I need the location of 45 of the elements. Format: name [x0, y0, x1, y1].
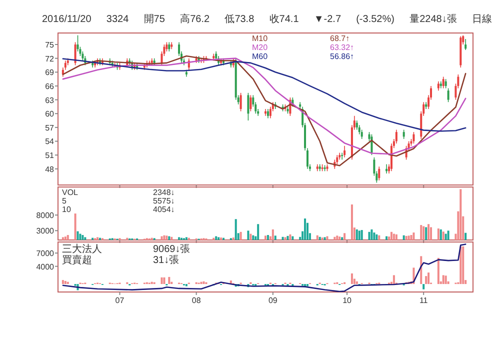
annotation: 買賣超 [62, 254, 92, 266]
text: 高76.2 [180, 13, 210, 25]
annotation: 10 [62, 205, 72, 214]
x-tick-label: 07 [115, 296, 125, 305]
annotation: 4054↓ [153, 205, 175, 214]
y-tick-label: 54 [45, 137, 55, 146]
text: 開75 [144, 14, 166, 25]
annotation: 5 [62, 196, 67, 206]
text: 量2248↓張 [410, 14, 457, 25]
text: 3324 [106, 14, 130, 25]
text: 收74.1 [269, 14, 300, 25]
text: (-3.52%) [356, 14, 394, 25]
x-tick-label: 11 [419, 296, 428, 305]
text: ▼-2.7 [314, 14, 342, 25]
annotation: 56.86↑ [330, 52, 354, 61]
annotation: 三大法人 [62, 243, 102, 255]
annotation: 31↓張 [153, 255, 180, 266]
y-tick-label: 48 [45, 164, 55, 174]
y-tick-label: 69 [45, 68, 55, 78]
annotation: 9069↓張 [153, 244, 190, 255]
annotation: 5575↓ [153, 196, 175, 206]
x-tick-label: 09 [268, 296, 278, 305]
y-tick-label: 8000 [36, 211, 55, 220]
annotation: 63.32↑ [330, 43, 354, 52]
y-tick-label: 4000 [36, 262, 55, 272]
x-tick-label: 08 [192, 296, 202, 305]
y-tick-label: 72 [45, 54, 55, 64]
annotation: VOL [62, 188, 79, 197]
y-tick-label: 75 [45, 40, 55, 50]
series-label: M20 [252, 43, 268, 52]
annotation: 2348↓ [153, 188, 175, 197]
text: 低73.8 [224, 14, 255, 25]
y-tick-label: 57 [45, 123, 55, 132]
text: 日線 [472, 14, 492, 25]
y-tick-label: 63 [45, 96, 55, 105]
annotation: 68.7↑ [330, 34, 350, 43]
series-label: M60 [252, 52, 268, 61]
y-tick-label: 66 [45, 82, 55, 91]
text: 2016/11/20 [42, 14, 92, 25]
x-tick-label: 10 [342, 296, 352, 305]
y-tick-label: 3000 [36, 226, 55, 236]
text: M10 [252, 34, 268, 43]
y-tick-label: 60 [45, 110, 55, 119]
y-tick-label: 7000 [36, 249, 55, 258]
y-tick-label: 51 [45, 151, 55, 160]
